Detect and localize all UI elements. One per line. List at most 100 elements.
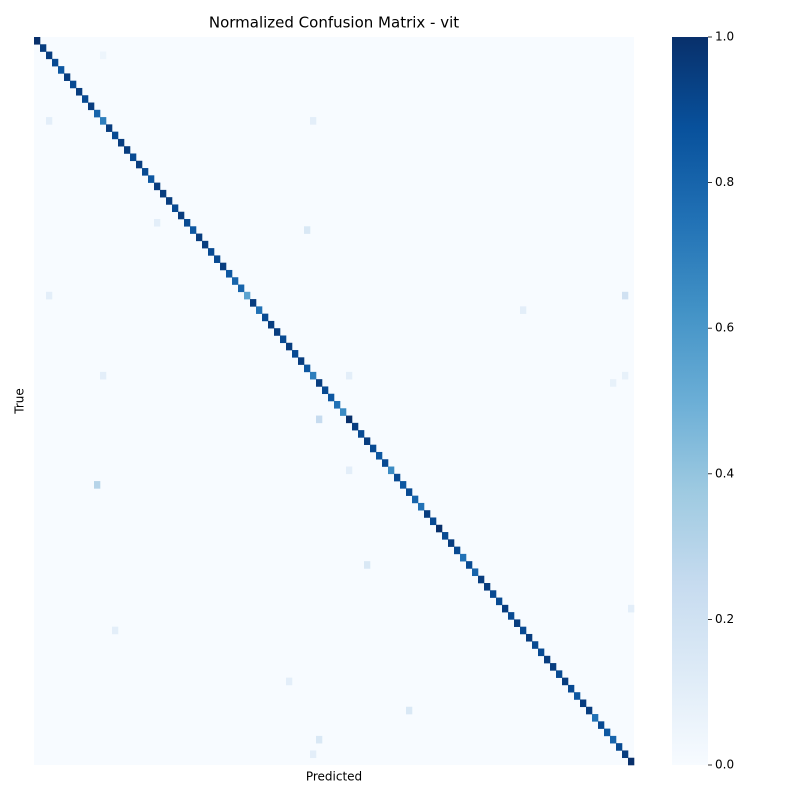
heatmap-cell [346, 371, 353, 380]
heatmap-cell [154, 219, 161, 227]
heatmap-cell [352, 422, 359, 431]
heatmap-cell [244, 291, 251, 300]
heatmap-cell [250, 299, 257, 307]
heatmap-cell [430, 517, 437, 526]
heatmap-cell [436, 524, 443, 533]
heatmap-cell [220, 262, 227, 271]
heatmap-cell [604, 728, 611, 737]
heatmap-cell [346, 415, 353, 424]
heatmap-cell [484, 583, 491, 591]
heatmap-cell [460, 553, 467, 562]
heatmap-cell [328, 393, 335, 402]
heatmap-cell [184, 219, 191, 227]
colorbar-tick-label: 0.6 [715, 321, 734, 335]
heatmap-cell [46, 117, 53, 125]
heatmap-cell [520, 626, 527, 635]
heatmap-cell [526, 633, 533, 642]
heatmap-cell [118, 138, 125, 147]
heatmap-cell [262, 313, 269, 322]
heatmap-cell [142, 168, 149, 176]
heatmap-cell [316, 379, 323, 387]
heatmap-cell [514, 619, 521, 627]
heatmap-cell [232, 277, 239, 285]
heatmap-cell [214, 255, 221, 263]
heatmap-cell [382, 459, 389, 467]
heatmap-cell [58, 66, 65, 74]
heatmap-cell [622, 371, 629, 380]
heatmap-cell [112, 131, 119, 140]
heatmap-cell [310, 117, 317, 125]
heatmap-cell [376, 451, 383, 460]
heatmap-cell [628, 757, 635, 766]
heatmap-cell [292, 350, 299, 358]
heatmap-cell [310, 371, 317, 380]
heatmap-cell [130, 153, 137, 162]
heatmap-cell [472, 568, 479, 577]
heatmap-cell [538, 648, 545, 657]
heatmap-cell [88, 102, 95, 111]
heatmap-cell [124, 146, 131, 154]
heatmap-cell [364, 561, 371, 569]
heatmap-cell [208, 248, 215, 256]
heatmap-cell [46, 291, 53, 300]
heatmap-cell [346, 466, 353, 475]
heatmap-cell [40, 44, 47, 52]
heatmap-cell [442, 532, 449, 540]
heatmap-cell [532, 641, 539, 649]
heatmap-cell [154, 182, 161, 191]
heatmap-cell [586, 706, 593, 715]
heatmap-cell [598, 721, 605, 729]
heatmap-cell [508, 612, 515, 620]
heatmap-cell [100, 371, 107, 380]
heatmap-cell [148, 175, 155, 183]
heatmap-cell [172, 204, 179, 213]
heatmap-cell [280, 335, 287, 344]
heatmap-cell [364, 437, 371, 445]
heatmap-cell [340, 408, 347, 416]
heatmap-cell [322, 386, 329, 395]
heatmap-cell [76, 87, 83, 96]
heatmap-cell [196, 233, 203, 242]
heatmap-cell [622, 750, 629, 759]
heatmap-cell [400, 481, 407, 489]
chart-title: Normalized Confusion Matrix - vit [209, 14, 459, 32]
heatmap-cell [286, 342, 293, 351]
heatmap-cell [160, 189, 167, 198]
x-axis-label: Predicted [306, 770, 362, 784]
heatmap-cell [94, 481, 101, 489]
colorbar-tick-label: 0.0 [715, 758, 734, 772]
heatmap-cell [412, 495, 419, 504]
heatmap-cell [388, 466, 395, 475]
heatmap-cell [310, 750, 317, 759]
heatmap-cell [562, 677, 569, 686]
heatmap-cell [502, 604, 509, 613]
heatmap-cell [610, 379, 617, 387]
heatmap-cell [334, 401, 341, 409]
heatmap-cell [550, 663, 557, 671]
heatmap-cell [370, 444, 377, 453]
heatmap-cell [628, 604, 635, 613]
heatmap-cell [34, 37, 41, 45]
heatmap-cell [574, 692, 581, 700]
heatmap-cell [424, 510, 431, 518]
colorbar-tick-label: 0.2 [715, 612, 734, 626]
heatmap-cell [610, 735, 617, 744]
heatmap-cell [454, 546, 461, 555]
heatmap-cell [316, 415, 323, 424]
heatmap-cell [178, 211, 185, 220]
heatmap-cell [466, 561, 473, 569]
heatmap-cell [304, 364, 311, 373]
heatmap-cell [358, 430, 365, 438]
colorbar-tick-label: 1.0 [715, 30, 734, 44]
heatmap-cell [82, 95, 89, 103]
heatmap-cell [112, 626, 119, 635]
heatmap-cell [100, 51, 107, 60]
heatmap-cell [94, 109, 101, 118]
heatmap-cell [394, 473, 401, 482]
heatmap-cell [592, 714, 599, 722]
heatmap-cell [52, 58, 59, 67]
heatmap-cell [478, 575, 485, 584]
heatmap-cell [238, 284, 245, 293]
heatmap-cell [46, 51, 53, 60]
